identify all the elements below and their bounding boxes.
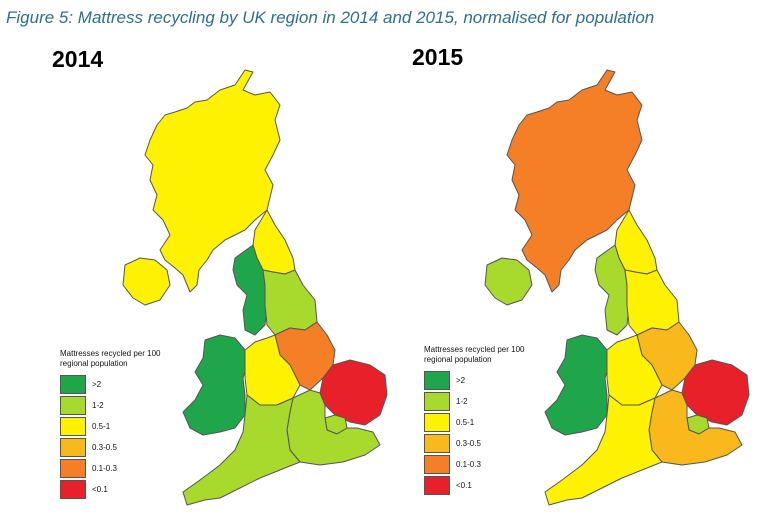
legend-swatch (424, 371, 450, 390)
legend-item: 1-2 (60, 395, 190, 416)
legend-item: 0.1-0.3 (60, 458, 190, 479)
legend-swatch (60, 438, 86, 457)
region-wales (182, 334, 248, 436)
legend-swatch (60, 396, 86, 415)
legend-swatch (424, 455, 450, 474)
legend-item: >2 (424, 370, 554, 391)
region-east (319, 359, 388, 426)
legend-item: 0.3-0.5 (60, 437, 190, 458)
region-northern-ireland (484, 257, 533, 306)
legend-swatch (424, 392, 450, 411)
legend-item: 0.3-0.5 (424, 433, 554, 454)
legend-label: 0.1-0.3 (456, 460, 481, 469)
region-yorkshire (262, 269, 318, 336)
legend-label: 1-2 (456, 397, 468, 406)
legend-label: <0.1 (456, 481, 472, 490)
region-north-west (232, 244, 268, 336)
legend-swatch (60, 480, 86, 499)
legend-item: 1-2 (424, 391, 554, 412)
region-scotland (506, 69, 643, 293)
legend-label: 1-2 (92, 401, 104, 410)
uk-map-2015 (484, 69, 750, 506)
legend-item: >2 (60, 374, 190, 395)
region-scotland (144, 69, 281, 293)
legend-title: Mattresses recycled per 100 regional pop… (60, 349, 161, 368)
region-south-west (544, 394, 663, 506)
legend-label: <0.1 (92, 485, 108, 494)
uk-map-2014 (122, 69, 388, 506)
legend-swatch (60, 459, 86, 478)
legend-swatch (424, 413, 450, 432)
legend-2014: Mattresses recycled per 100 regional pop… (60, 349, 190, 500)
legend-item: 0.1-0.3 (424, 454, 554, 475)
legend-item: 0.5-1 (424, 412, 554, 433)
region-south-west (182, 394, 301, 506)
legend-2015: Mattresses recycled per 100 regional pop… (424, 345, 554, 496)
map-year-2014: 2014 (52, 46, 104, 72)
legend-label: >2 (92, 380, 102, 389)
legend-swatch (60, 417, 86, 436)
legend-label: 0.1-0.3 (92, 464, 117, 473)
region-east (681, 359, 750, 426)
figure-caption: Figure 5: Mattress recycling by UK regio… (6, 8, 655, 27)
legend-item: 0.5-1 (60, 416, 190, 437)
map-year-2015: 2015 (412, 44, 464, 70)
legend-label: 0.5-1 (92, 422, 111, 431)
legend-label: 0.5-1 (456, 418, 475, 427)
legend-title: Mattresses recycled per 100 regional pop… (424, 345, 525, 364)
legend-item: <0.1 (424, 475, 554, 496)
legend-swatch (424, 476, 450, 495)
legend-label: 0.3-0.5 (456, 439, 481, 448)
legend-label: >2 (456, 376, 466, 385)
legend-swatch (60, 375, 86, 394)
legend-item: <0.1 (60, 479, 190, 500)
region-yorkshire (624, 269, 680, 336)
region-wales (544, 334, 610, 436)
region-north-west (594, 244, 630, 336)
legend-swatch (424, 434, 450, 453)
region-northern-ireland (122, 257, 171, 306)
legend-label: 0.3-0.5 (92, 443, 117, 452)
